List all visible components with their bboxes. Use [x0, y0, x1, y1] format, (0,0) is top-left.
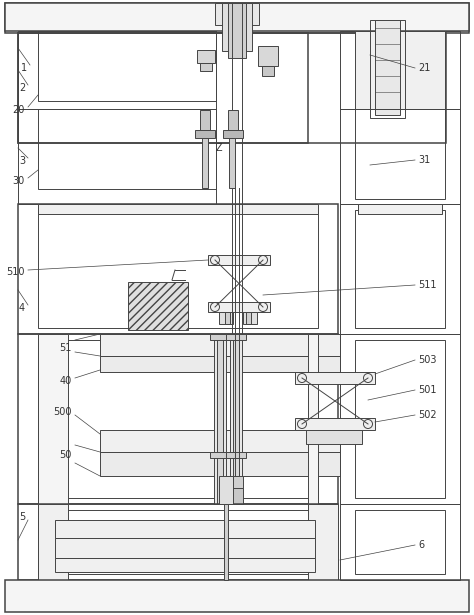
Text: 21: 21: [418, 63, 430, 73]
Bar: [358, 204, 442, 214]
Bar: [229, 138, 235, 188]
Bar: [340, 504, 460, 580]
Text: 6: 6: [418, 540, 424, 550]
Text: 500: 500: [54, 407, 72, 417]
Text: 50: 50: [60, 450, 72, 460]
Text: 501: 501: [418, 385, 437, 395]
Bar: [197, 50, 215, 63]
Bar: [18, 33, 308, 143]
Bar: [38, 504, 68, 580]
Text: 31: 31: [418, 155, 430, 165]
Bar: [226, 334, 246, 340]
Bar: [100, 356, 340, 372]
Bar: [38, 31, 216, 101]
Bar: [227, 476, 243, 488]
Bar: [224, 504, 228, 580]
Bar: [55, 520, 315, 538]
Text: 510: 510: [7, 267, 25, 277]
Bar: [223, 130, 243, 138]
Bar: [375, 20, 400, 115]
Bar: [5, 3, 469, 31]
Text: 4: 4: [19, 303, 25, 313]
Bar: [370, 20, 405, 118]
Bar: [355, 31, 445, 109]
Bar: [100, 452, 340, 476]
Bar: [226, 452, 246, 458]
Text: 5: 5: [19, 512, 25, 522]
Bar: [195, 130, 215, 138]
Bar: [210, 334, 230, 340]
Bar: [55, 558, 315, 572]
Text: 2: 2: [19, 83, 25, 93]
Bar: [200, 110, 210, 130]
Bar: [200, 63, 212, 71]
Text: 30: 30: [13, 176, 25, 186]
Bar: [258, 46, 278, 66]
Text: 51: 51: [60, 343, 72, 353]
Bar: [228, 110, 238, 130]
Bar: [340, 31, 460, 109]
Bar: [18, 504, 338, 580]
Bar: [340, 334, 460, 504]
Text: 511: 511: [418, 280, 437, 290]
Bar: [308, 504, 338, 580]
Text: 503: 503: [418, 355, 437, 365]
Bar: [128, 282, 188, 330]
Bar: [355, 109, 445, 199]
Bar: [38, 510, 318, 574]
Bar: [340, 109, 460, 204]
Bar: [208, 255, 270, 265]
Bar: [100, 430, 340, 452]
Bar: [230, 334, 242, 504]
Bar: [38, 340, 318, 498]
Bar: [355, 210, 445, 328]
Bar: [225, 312, 230, 324]
Bar: [38, 334, 68, 504]
Bar: [18, 204, 338, 334]
Bar: [38, 204, 318, 214]
Bar: [18, 109, 216, 204]
Bar: [219, 312, 233, 324]
Bar: [295, 372, 375, 384]
Bar: [246, 312, 251, 324]
Bar: [55, 538, 315, 558]
Bar: [208, 302, 270, 312]
Bar: [228, 3, 246, 58]
Bar: [18, 334, 338, 504]
Bar: [202, 138, 208, 188]
Text: 3: 3: [19, 156, 25, 166]
Bar: [233, 334, 239, 504]
Bar: [340, 204, 460, 334]
Bar: [262, 66, 274, 76]
Bar: [100, 334, 340, 356]
Bar: [215, 3, 259, 25]
Bar: [210, 452, 230, 458]
Bar: [295, 418, 375, 430]
Bar: [18, 33, 446, 143]
Bar: [308, 334, 318, 504]
Bar: [18, 31, 216, 109]
Bar: [217, 334, 223, 504]
Text: Z: Z: [216, 143, 222, 153]
Bar: [306, 430, 362, 444]
Bar: [5, 3, 469, 33]
Bar: [38, 109, 216, 189]
Bar: [227, 488, 243, 504]
Text: 1: 1: [21, 63, 27, 73]
Bar: [5, 580, 469, 612]
Bar: [222, 3, 252, 51]
Bar: [355, 510, 445, 574]
Text: 40: 40: [60, 376, 72, 386]
Bar: [219, 476, 233, 504]
Bar: [355, 340, 445, 498]
Text: 20: 20: [13, 105, 25, 115]
Bar: [214, 334, 226, 504]
Bar: [243, 312, 257, 324]
Text: 502: 502: [418, 410, 437, 420]
Bar: [38, 210, 318, 328]
